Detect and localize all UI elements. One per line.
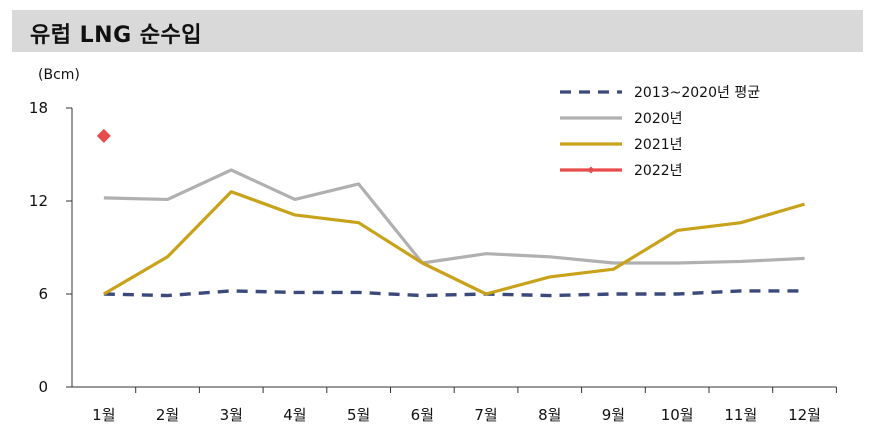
legend-label: 2022년: [634, 163, 683, 179]
title-bar: 유럽 LNG 순수입: [12, 10, 863, 52]
x-tick-label: 11월: [724, 406, 757, 424]
y-tick-label: 6: [38, 285, 48, 303]
x-tick-label: 5월: [347, 406, 370, 424]
x-tick-label: 10월: [661, 406, 694, 424]
x-tick-label: 12월: [788, 406, 821, 424]
legend-marker: [587, 166, 595, 174]
y-axis-unit: (Bcm): [38, 67, 80, 83]
series-line-2: [103, 190, 805, 296]
x-tick-label: 9월: [602, 406, 625, 424]
x-tick-label: 1월: [92, 406, 115, 424]
y-tick-label: 12: [29, 192, 48, 210]
series-line-0: [103, 289, 805, 298]
y-tick-label: 18: [29, 99, 48, 117]
legend-label: 2021년: [634, 137, 683, 153]
y-tick-label: 0: [38, 378, 48, 396]
x-tick-label: 4월: [283, 406, 306, 424]
x-tick-label: 6월: [411, 406, 434, 424]
legend-label: 2013~2020년 평균: [634, 85, 760, 101]
series-point-3: [96, 128, 111, 143]
x-tick-label: 2월: [156, 406, 179, 424]
x-tick-label: 3월: [220, 406, 243, 424]
series-line-1: [103, 168, 805, 265]
x-tick-label: 7월: [474, 406, 497, 424]
chart-title: 유럽 LNG 순수입: [30, 23, 203, 48]
legend-label: 2020년: [634, 111, 683, 127]
x-tick-label: 8월: [538, 406, 561, 424]
